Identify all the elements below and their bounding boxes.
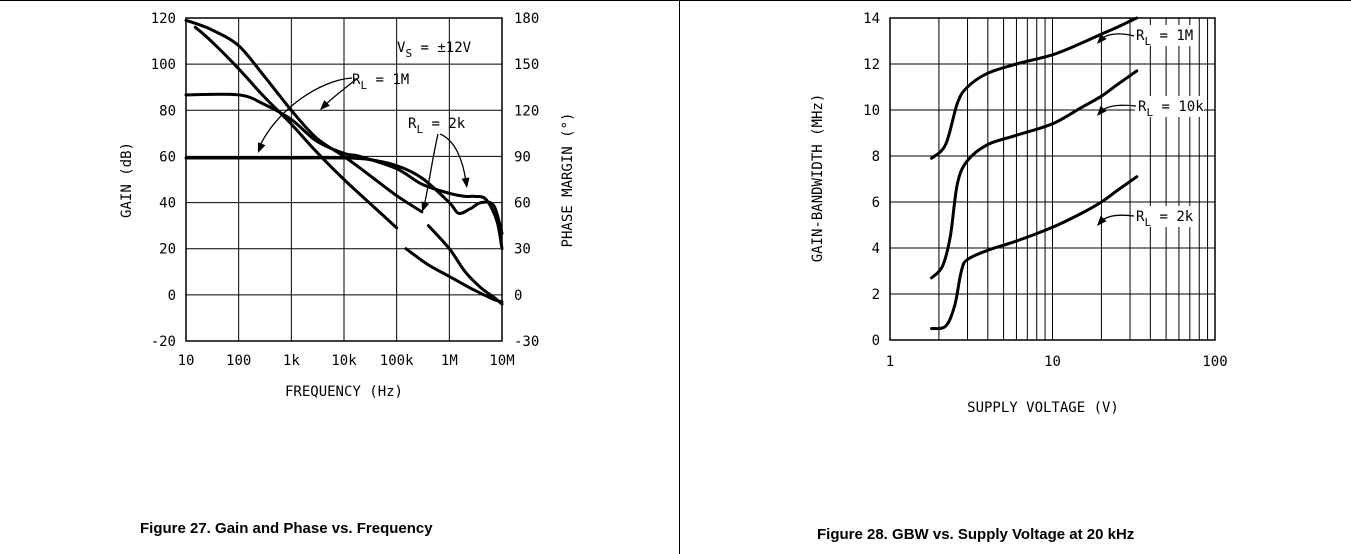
series-label: RL = 10k xyxy=(1138,99,1204,119)
series-label: RL = 2k xyxy=(1136,209,1194,229)
y-tick-label: 10 xyxy=(863,103,880,119)
arrowhead xyxy=(320,100,330,110)
y-tick-label: 12 xyxy=(863,57,880,73)
x-tick-label: 10 xyxy=(178,353,195,369)
figure-28-caption: Figure 28. GBW vs. Supply Voltage at 20 … xyxy=(817,526,1135,543)
y-tick-label: 20 xyxy=(159,242,176,258)
x-tick-label: 1k xyxy=(283,353,300,369)
y-tick-label: 8 xyxy=(872,149,880,165)
series-curve-5 xyxy=(184,156,504,235)
x-tick-label: 10 xyxy=(1044,354,1061,370)
x-tick-label: 10M xyxy=(489,353,514,369)
leader-line xyxy=(423,133,439,207)
series-curve-2 xyxy=(193,25,399,230)
top-border xyxy=(0,0,1351,1)
arrowhead xyxy=(421,201,430,212)
y2-tick-label: 180 xyxy=(514,11,539,27)
leader-line xyxy=(322,77,359,108)
y-tick-label: 6 xyxy=(872,195,880,211)
x-tick-label: 1 xyxy=(886,354,894,370)
y-tick-label: 0 xyxy=(872,333,880,349)
series-curve-0 xyxy=(930,16,1139,160)
y2-axis-label: PHASE MARGIN (°) xyxy=(560,113,576,248)
series-label: RL = 1M xyxy=(1136,28,1193,48)
y-tick-label: 4 xyxy=(872,241,880,257)
y-tick-label: 60 xyxy=(159,149,176,165)
gain-phase-chart: -20 -30 0 0 20 30 40 60 60 90 80 120 100 150 120 180 10 1… xyxy=(119,11,576,400)
y2-tick-label: 120 xyxy=(514,103,539,119)
arrowhead xyxy=(1097,33,1107,44)
y-axis-label: GAIN (dB) xyxy=(119,142,135,218)
series-curve-0 xyxy=(184,18,424,214)
y2-tick-label: 90 xyxy=(514,149,531,165)
y-tick-label: 100 xyxy=(151,57,176,73)
y-tick-label: 120 xyxy=(151,11,176,27)
x-tick-label: 100k xyxy=(380,353,414,369)
x-tick-label: 100 xyxy=(1202,354,1227,370)
y2-tick-label: 0 xyxy=(514,288,522,304)
series-curve-2 xyxy=(930,175,1139,331)
series-curve-1 xyxy=(930,69,1139,280)
series-curve-4 xyxy=(184,92,504,251)
y2-tick-label: 150 xyxy=(514,57,539,73)
leader-line xyxy=(439,133,467,183)
y-tick-label: 40 xyxy=(159,196,176,212)
y-tick-label: -20 xyxy=(151,334,176,350)
x-tick-label: 10k xyxy=(331,353,357,369)
x-tick-label: 100 xyxy=(226,353,251,369)
arrowhead xyxy=(1097,215,1107,226)
rl-2k-annotation: RL = 2k xyxy=(408,116,466,136)
leader-line xyxy=(257,77,353,151)
y2-tick-label: -30 xyxy=(514,334,539,350)
label-backing xyxy=(1133,25,1194,46)
label-backing xyxy=(1135,96,1204,117)
y-axis-label: GAIN-BANDWIDTH (MHz) xyxy=(810,94,826,263)
x-axis-label: FREQUENCY (Hz) xyxy=(285,384,403,400)
arrowhead xyxy=(1097,105,1107,116)
arrowhead xyxy=(258,142,266,153)
rl-1m-annotation: RL = 1M xyxy=(352,72,409,92)
x-axis-label: SUPPLY VOLTAGE (V) xyxy=(967,400,1119,416)
arrowhead xyxy=(461,177,470,188)
y-tick-label: 14 xyxy=(863,11,880,27)
series-curve-3 xyxy=(404,247,504,304)
gbw-chart: 0 2 4 6 8 10 12 14 1 10 100 SUPPLY VOLTAGE (V) GAIN-… xyxy=(810,11,1228,416)
plot-frame xyxy=(889,17,1216,341)
x-tick-label: 1M xyxy=(441,353,458,369)
y-tick-label: 0 xyxy=(168,288,176,304)
label-backing xyxy=(1133,206,1194,227)
y-tick-label: 2 xyxy=(872,287,880,303)
figure-27-caption: Figure 27. Gain and Phase vs. Frequency xyxy=(140,520,433,537)
y2-tick-label: 60 xyxy=(514,196,531,212)
figure-divider xyxy=(679,0,680,554)
series-curve-1 xyxy=(426,224,504,306)
plot-frame xyxy=(185,17,503,342)
y-tick-label: 80 xyxy=(159,103,176,119)
supply-voltage-annotation: VS = ±12V xyxy=(397,40,472,60)
y2-tick-label: 30 xyxy=(514,242,531,258)
